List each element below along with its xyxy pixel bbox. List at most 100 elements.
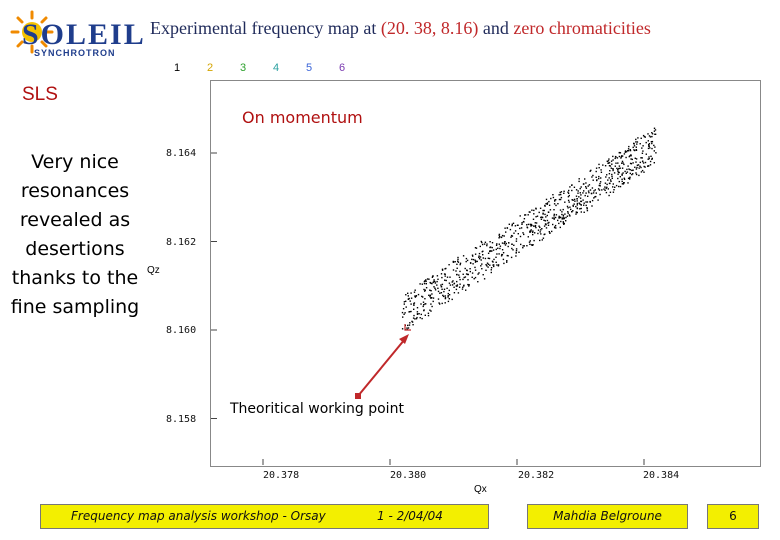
scatter-point bbox=[521, 222, 523, 224]
scatter-point bbox=[563, 222, 565, 225]
scatter-point bbox=[612, 186, 614, 188]
scatter-point bbox=[519, 215, 521, 217]
scatter-point bbox=[474, 247, 477, 249]
scatter-point bbox=[569, 186, 571, 188]
scatter-point bbox=[630, 154, 632, 156]
scatter-point bbox=[631, 173, 633, 176]
scatter-point bbox=[619, 167, 621, 169]
scatter-point bbox=[580, 200, 582, 203]
scatter-point bbox=[648, 135, 651, 137]
working-point-label: Theoritical working point bbox=[230, 401, 404, 417]
scatter-point bbox=[651, 140, 654, 143]
scatter-point bbox=[465, 257, 468, 260]
scatter-point bbox=[552, 196, 555, 199]
scatter-point bbox=[448, 298, 450, 300]
scatter-point bbox=[613, 189, 615, 191]
scatter-point bbox=[579, 192, 581, 194]
scatter-point bbox=[442, 295, 445, 298]
scatter-point bbox=[547, 222, 549, 224]
scatter-point bbox=[449, 276, 451, 278]
scatter-point bbox=[452, 261, 455, 263]
scatter-point bbox=[543, 209, 545, 212]
scatter-point bbox=[426, 278, 429, 280]
scatter-point bbox=[572, 204, 574, 207]
scatter-point bbox=[595, 167, 598, 169]
scatter-point bbox=[456, 273, 458, 276]
scatter-point bbox=[571, 211, 573, 213]
scatter-point bbox=[606, 160, 608, 162]
scatter-point bbox=[529, 243, 531, 245]
scatter-point bbox=[540, 216, 542, 219]
scatter-point bbox=[598, 177, 600, 180]
scatter-point bbox=[542, 213, 544, 215]
scatter-point bbox=[560, 196, 563, 199]
scatter-point bbox=[558, 198, 561, 201]
scatter-point bbox=[416, 311, 419, 313]
scatter-point bbox=[553, 215, 555, 217]
scatter-point bbox=[475, 260, 477, 262]
scatter-point bbox=[568, 189, 570, 192]
scatter-point bbox=[505, 231, 507, 233]
scatter-point bbox=[617, 162, 619, 164]
scatter-point bbox=[423, 280, 426, 283]
scatter-point bbox=[515, 251, 517, 254]
scatter-point bbox=[427, 312, 430, 314]
scatter-point bbox=[466, 269, 468, 271]
scatter-point bbox=[509, 228, 512, 231]
scatter-point bbox=[418, 313, 420, 315]
title-part-3: and bbox=[482, 18, 509, 38]
scatter-point bbox=[546, 202, 549, 204]
scatter-point bbox=[492, 261, 494, 263]
scatter-point bbox=[567, 192, 570, 194]
scatter-point bbox=[559, 191, 561, 194]
scatter-point bbox=[608, 194, 610, 197]
scatter-point bbox=[498, 234, 500, 236]
scatter-point bbox=[636, 143, 638, 145]
scatter-point bbox=[648, 145, 650, 147]
scatter-point bbox=[568, 194, 570, 197]
scatter-point bbox=[407, 327, 410, 329]
scatter-point bbox=[598, 163, 600, 166]
scatter-point bbox=[618, 171, 620, 174]
scatter-point bbox=[597, 199, 599, 201]
scatter-point bbox=[587, 185, 589, 187]
scatter-point bbox=[602, 164, 604, 166]
scatter-point bbox=[621, 180, 623, 183]
scatter-point bbox=[639, 143, 641, 145]
scatter-point bbox=[635, 173, 638, 176]
scatter-point bbox=[431, 276, 434, 278]
scatter-point bbox=[609, 165, 612, 167]
scatter-point bbox=[526, 245, 528, 247]
scatter-point bbox=[416, 313, 419, 315]
scatter-point bbox=[558, 222, 560, 225]
scatter-point bbox=[618, 185, 620, 188]
scatter-point bbox=[491, 246, 493, 249]
scatter-point bbox=[578, 178, 580, 180]
scatter-point bbox=[548, 204, 551, 206]
scatter-point bbox=[473, 278, 475, 280]
scatter-point bbox=[604, 189, 606, 191]
scatter-point bbox=[622, 172, 624, 174]
scatter-point bbox=[444, 297, 447, 299]
scatter-point bbox=[414, 296, 417, 298]
scatter-point bbox=[424, 290, 426, 292]
scatter-point bbox=[568, 214, 571, 216]
scatter-point bbox=[595, 192, 597, 194]
scatter-point bbox=[489, 264, 491, 266]
logo-wordmark: SOLEIL bbox=[22, 18, 146, 51]
scatter-point bbox=[574, 200, 576, 202]
scatter-point bbox=[559, 216, 561, 219]
scatter-point bbox=[416, 316, 418, 319]
scatter-point bbox=[504, 244, 507, 246]
scatter-point bbox=[627, 150, 629, 152]
scatter-point bbox=[578, 202, 580, 204]
footer-workshop-bar: Frequency map analysis workshop - Orsay … bbox=[40, 504, 489, 529]
scatter-point bbox=[627, 182, 629, 184]
scatter-point bbox=[576, 204, 578, 206]
scatter-point bbox=[414, 289, 416, 291]
scatter-point bbox=[627, 165, 629, 167]
scatter-point bbox=[567, 199, 570, 202]
scatter-point bbox=[496, 264, 498, 266]
scatter-point bbox=[474, 261, 477, 263]
scatter-point bbox=[560, 193, 562, 196]
